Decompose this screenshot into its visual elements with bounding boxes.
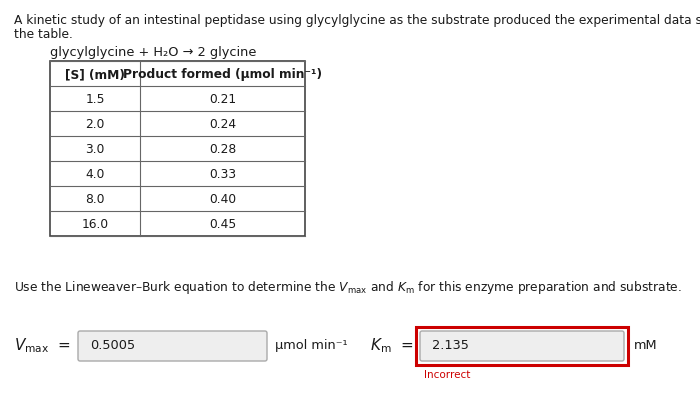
Text: Product formed (μmol min⁻¹): Product formed (μmol min⁻¹) (123, 68, 322, 81)
Text: Incorrect: Incorrect (424, 369, 470, 379)
Text: 16.0: 16.0 (81, 218, 108, 230)
Text: 0.5005: 0.5005 (90, 339, 135, 351)
Text: $K_\mathrm{m}$  =: $K_\mathrm{m}$ = (370, 336, 414, 354)
Bar (416, 327, 628, 365)
Text: Use the Lineweaver–Burk equation to determine the $V_\mathrm{max}$ and $K_\mathr: Use the Lineweaver–Burk equation to dete… (14, 278, 682, 295)
Text: 0.40: 0.40 (209, 192, 236, 206)
Text: 2.0: 2.0 (85, 118, 105, 131)
Text: 1.5: 1.5 (85, 93, 105, 106)
Text: 2.135: 2.135 (432, 339, 469, 351)
Text: [S] (mM): [S] (mM) (65, 68, 125, 81)
FancyBboxPatch shape (420, 331, 624, 361)
Text: A kinetic study of an intestinal peptidase using glycylglycine as the substrate : A kinetic study of an intestinal peptida… (14, 14, 700, 27)
Text: 0.45: 0.45 (209, 218, 236, 230)
Text: 0.21: 0.21 (209, 93, 236, 106)
Text: 3.0: 3.0 (85, 142, 105, 156)
FancyBboxPatch shape (78, 331, 267, 361)
Text: 0.24: 0.24 (209, 118, 236, 131)
Text: mM: mM (634, 339, 657, 351)
Text: 0.33: 0.33 (209, 168, 236, 180)
Text: $V_\mathrm{max}$  =: $V_\mathrm{max}$ = (14, 336, 71, 354)
Text: μmol min⁻¹: μmol min⁻¹ (275, 339, 348, 351)
Text: 0.28: 0.28 (209, 142, 236, 156)
Bar (50, 62, 305, 236)
Text: the table.: the table. (14, 28, 73, 41)
Text: 8.0: 8.0 (85, 192, 105, 206)
Text: 4.0: 4.0 (85, 168, 105, 180)
Text: glycylglycine + H₂O → 2 glycine: glycylglycine + H₂O → 2 glycine (50, 46, 256, 59)
